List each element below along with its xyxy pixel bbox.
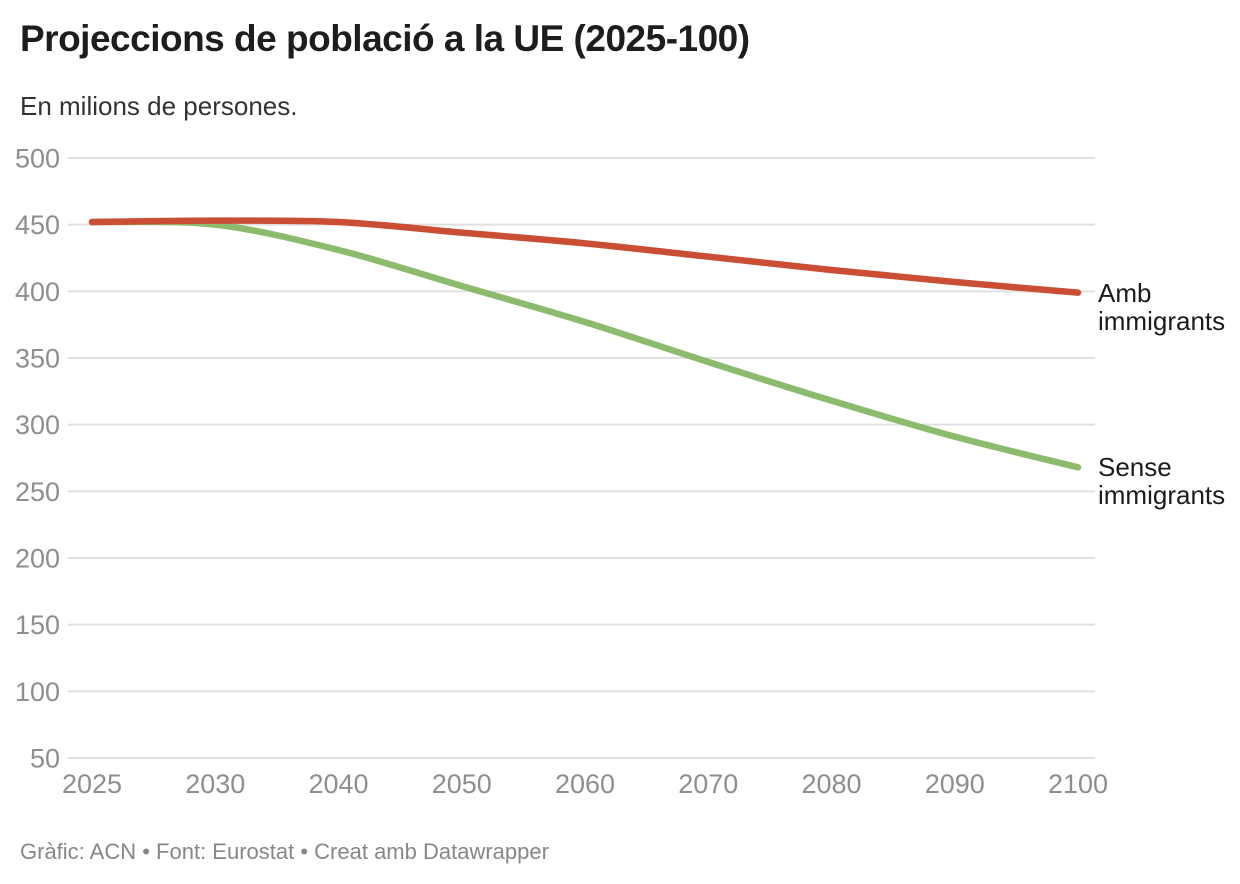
y-tick-label: 350 — [15, 343, 60, 373]
y-tick-label: 250 — [15, 477, 60, 507]
y-tick-label: 200 — [15, 543, 60, 573]
x-tick-label: 2070 — [678, 769, 738, 799]
x-tick-label: 2030 — [185, 769, 245, 799]
x-tick-label: 2100 — [1048, 769, 1108, 799]
y-tick-label: 450 — [15, 210, 60, 240]
x-tick-label: 2090 — [925, 769, 985, 799]
y-tick-label: 100 — [15, 677, 60, 707]
line-end-label-amb-immigrants: Amb immigrants — [1098, 277, 1226, 336]
chart-title: Projeccions de població a la UE (2025-10… — [20, 18, 750, 59]
y-tick-label: 50 — [30, 743, 60, 773]
line-end-label-sense-immigrants: Sense immigrants — [1098, 452, 1226, 511]
chart-subtitle: En milions de persones. — [20, 91, 298, 121]
series-line-0 — [88, 217, 1082, 296]
x-tick-label: 2025 — [62, 769, 122, 799]
chart-footer-credits: Gràfic: ACN • Font: Eurostat • Creat amb… — [20, 839, 549, 864]
y-tick-label: 400 — [15, 277, 60, 307]
x-tick-label: 2050 — [432, 769, 492, 799]
y-tick-label: 150 — [15, 610, 60, 640]
x-tick-label: 2080 — [801, 769, 861, 799]
y-tick-label: 500 — [15, 143, 60, 173]
x-tick-label: 2040 — [308, 769, 368, 799]
y-tick-label: 300 — [15, 410, 60, 440]
series-line-1 — [88, 218, 1082, 471]
x-tick-label: 2060 — [555, 769, 615, 799]
